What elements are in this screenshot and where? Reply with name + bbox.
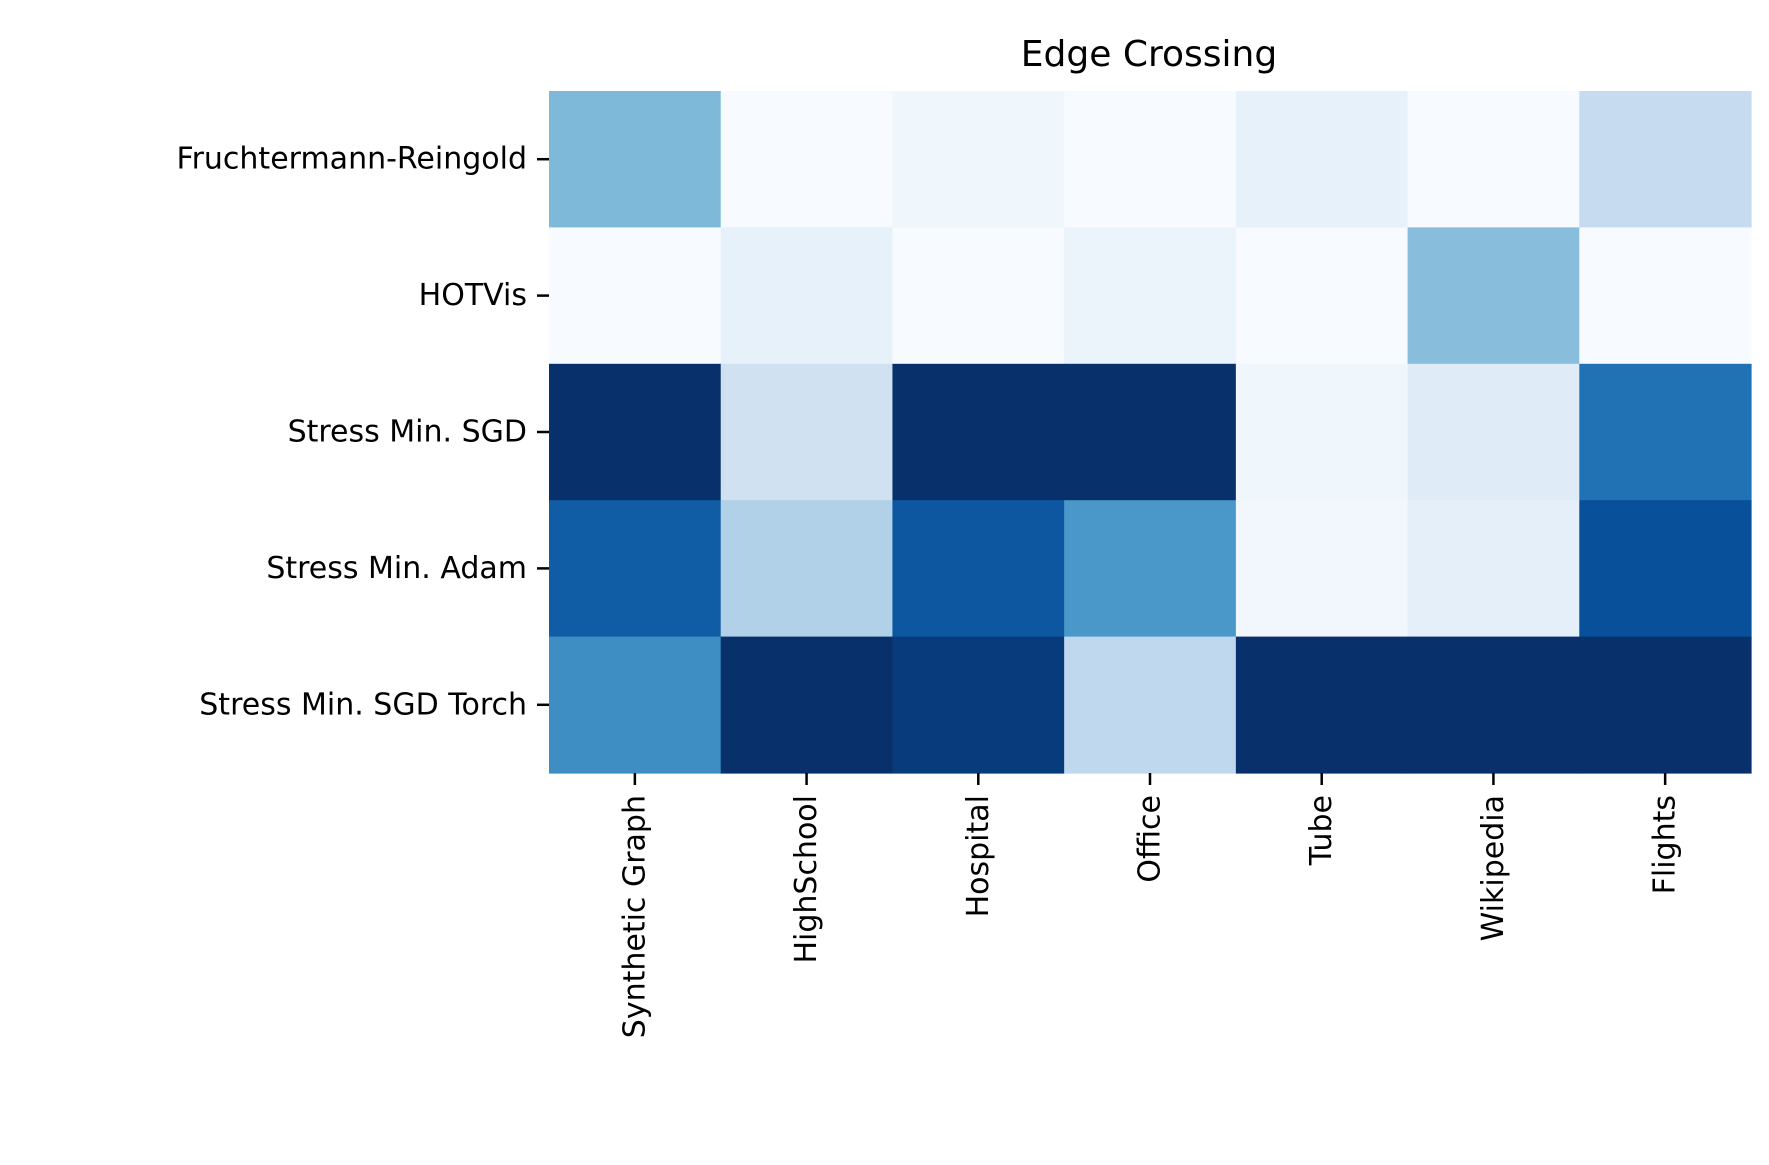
x-tick-label: Hospital — [961, 795, 996, 917]
heatmap-cell — [892, 363, 1065, 501]
heatmap-cell — [549, 363, 722, 501]
x-axis: Synthetic Graph HighSchool Hospital Office T… — [617, 773, 1683, 1038]
heatmap-cell — [1235, 227, 1409, 365]
heatmap-cell — [549, 500, 722, 638]
heatmap-cell — [1407, 227, 1580, 365]
heatmap-cell — [1064, 91, 1237, 228]
y-axis: Fruchtermann-Reingold HOTVis Stress Min. S… — [177, 142, 549, 722]
heatmap-cell — [720, 500, 894, 638]
heatmap-cell — [1235, 363, 1409, 501]
heatmap-cell — [1407, 500, 1580, 638]
heatmap-cell — [1407, 636, 1580, 774]
heatmap-cell — [1579, 363, 1752, 501]
y-tick-label: Stress Min. SGD — [288, 415, 527, 450]
heatmap-cells — [549, 91, 1752, 774]
heatmap-cell — [720, 91, 894, 228]
chart-title: Edge Crossing — [1021, 34, 1277, 75]
x-tick-label: HighSchool — [789, 795, 824, 964]
heatmap-cell — [1235, 636, 1409, 774]
heatmap-cell — [1407, 91, 1580, 228]
heatmap-cell — [720, 363, 894, 501]
heatmap-cell — [720, 227, 894, 365]
heatmap-cell — [549, 227, 722, 365]
x-tick-label: Flights — [1648, 795, 1683, 894]
heatmap-cell — [892, 227, 1065, 365]
heatmap-cell — [892, 636, 1065, 774]
x-tick-label: Synthetic Graph — [617, 795, 652, 1038]
y-tick-label: Stress Min. SGD Torch — [199, 687, 527, 722]
heatmap-cell — [1579, 636, 1752, 774]
heatmap-cell — [1579, 91, 1752, 228]
y-tick-label: Stress Min. Adam — [266, 551, 527, 586]
heatmap-cell — [1064, 636, 1237, 774]
y-tick-label: HOTVis — [419, 278, 527, 313]
heatmap-cell — [1064, 227, 1237, 365]
heatmap-cell — [1064, 500, 1237, 638]
heatmap-cell — [1064, 363, 1237, 501]
heatmap-cell — [1407, 363, 1580, 501]
heatmap-cell — [1235, 91, 1409, 228]
heatmap-cell — [892, 91, 1065, 228]
heatmap-cell — [1579, 227, 1752, 365]
x-tick-label: Wikipedia — [1476, 795, 1511, 941]
heatmap-cell — [720, 636, 894, 774]
heatmap-cell — [1579, 500, 1752, 638]
x-tick-label: Tube — [1304, 795, 1339, 866]
heatmap-cell — [1235, 500, 1409, 638]
y-tick-label: Fruchtermann-Reingold — [177, 142, 528, 177]
heatmap-cell — [892, 500, 1065, 638]
x-tick-label: Office — [1133, 795, 1168, 883]
heatmap-cell — [549, 636, 722, 774]
heatmap-cell — [549, 91, 722, 228]
